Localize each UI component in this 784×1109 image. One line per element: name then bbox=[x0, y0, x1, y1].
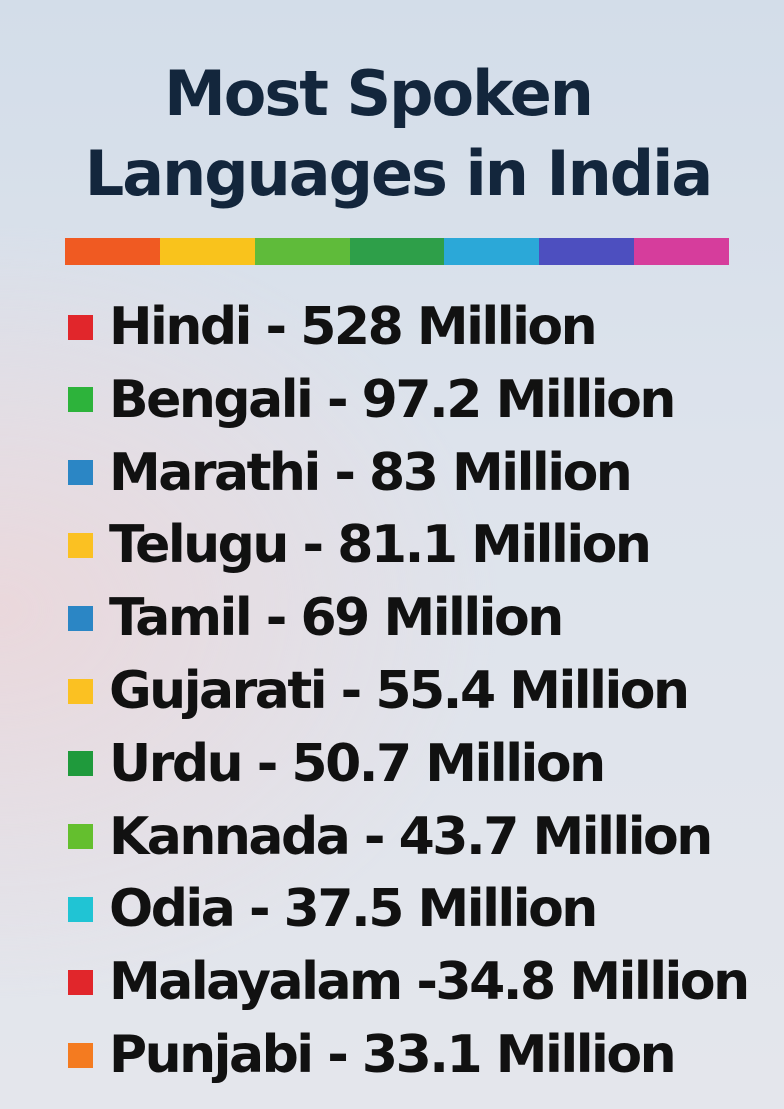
list-item: Urdu - 50.7 Million bbox=[68, 727, 606, 801]
rainbow-divider bbox=[65, 238, 730, 265]
list-item: Kannada - 43.7 Million bbox=[68, 800, 713, 874]
language-label: Malayalam -34.8 Million bbox=[109, 952, 750, 1013]
bullet-square-icon bbox=[68, 1042, 93, 1068]
language-label: Tamil - 69 Million bbox=[109, 588, 564, 649]
language-label: Hindi - 528 Million bbox=[109, 297, 598, 357]
language-label: Kannada - 43.7 Million bbox=[109, 806, 713, 867]
title-line-1: Most Spoken bbox=[164, 57, 594, 130]
language-label: Telugu - 81.1 Million bbox=[109, 515, 652, 576]
bullet-square-icon bbox=[68, 678, 93, 704]
bullet-square-icon bbox=[68, 532, 93, 558]
rainbow-segment-7 bbox=[634, 238, 730, 265]
bullet-square-icon bbox=[68, 751, 93, 777]
list-item: Tamil - 69 Million bbox=[68, 581, 564, 655]
list-item: Punjabi - 33.1 Million bbox=[68, 1018, 677, 1092]
bullet-square-icon bbox=[68, 387, 93, 413]
language-label: Gujarati - 55.4 Million bbox=[109, 661, 690, 721]
bullet-square-icon bbox=[68, 314, 93, 340]
bullet-square-icon bbox=[68, 896, 93, 922]
bullet-square-icon bbox=[68, 460, 93, 486]
list-item: Gujarati - 55.4 Million bbox=[68, 654, 690, 728]
title-line-2: Languages in India bbox=[84, 137, 713, 210]
language-label: Odia - 37.5 Million bbox=[109, 879, 598, 940]
rainbow-segment-3 bbox=[254, 238, 350, 265]
language-label: Marathi - 83 Million bbox=[109, 442, 633, 503]
bullet-square-icon bbox=[68, 824, 93, 850]
list-item: Marathi - 83 Million bbox=[68, 436, 633, 510]
language-label: Punjabi - 33.1 Million bbox=[109, 1025, 677, 1085]
list-item: Hindi - 528 Million bbox=[68, 290, 598, 364]
list-item: Bengali - 97.2 Million bbox=[68, 363, 676, 437]
bullet-square-icon bbox=[68, 605, 93, 631]
list-item: Malayalam -34.8 Million bbox=[68, 945, 750, 1019]
language-label: Urdu - 50.7 Million bbox=[109, 733, 606, 794]
rainbow-segment-4 bbox=[349, 238, 445, 265]
rainbow-segment-2 bbox=[159, 238, 255, 265]
rainbow-segment-1 bbox=[65, 238, 160, 265]
bullet-square-icon bbox=[68, 969, 93, 995]
list-item: Telugu - 81.1 Million bbox=[68, 508, 652, 582]
rainbow-segment-5 bbox=[444, 238, 540, 265]
language-label: Bengali - 97.2 Million bbox=[109, 369, 676, 430]
rainbow-segment-6 bbox=[539, 238, 635, 265]
list-item: Odia - 37.5 Million bbox=[68, 872, 598, 946]
